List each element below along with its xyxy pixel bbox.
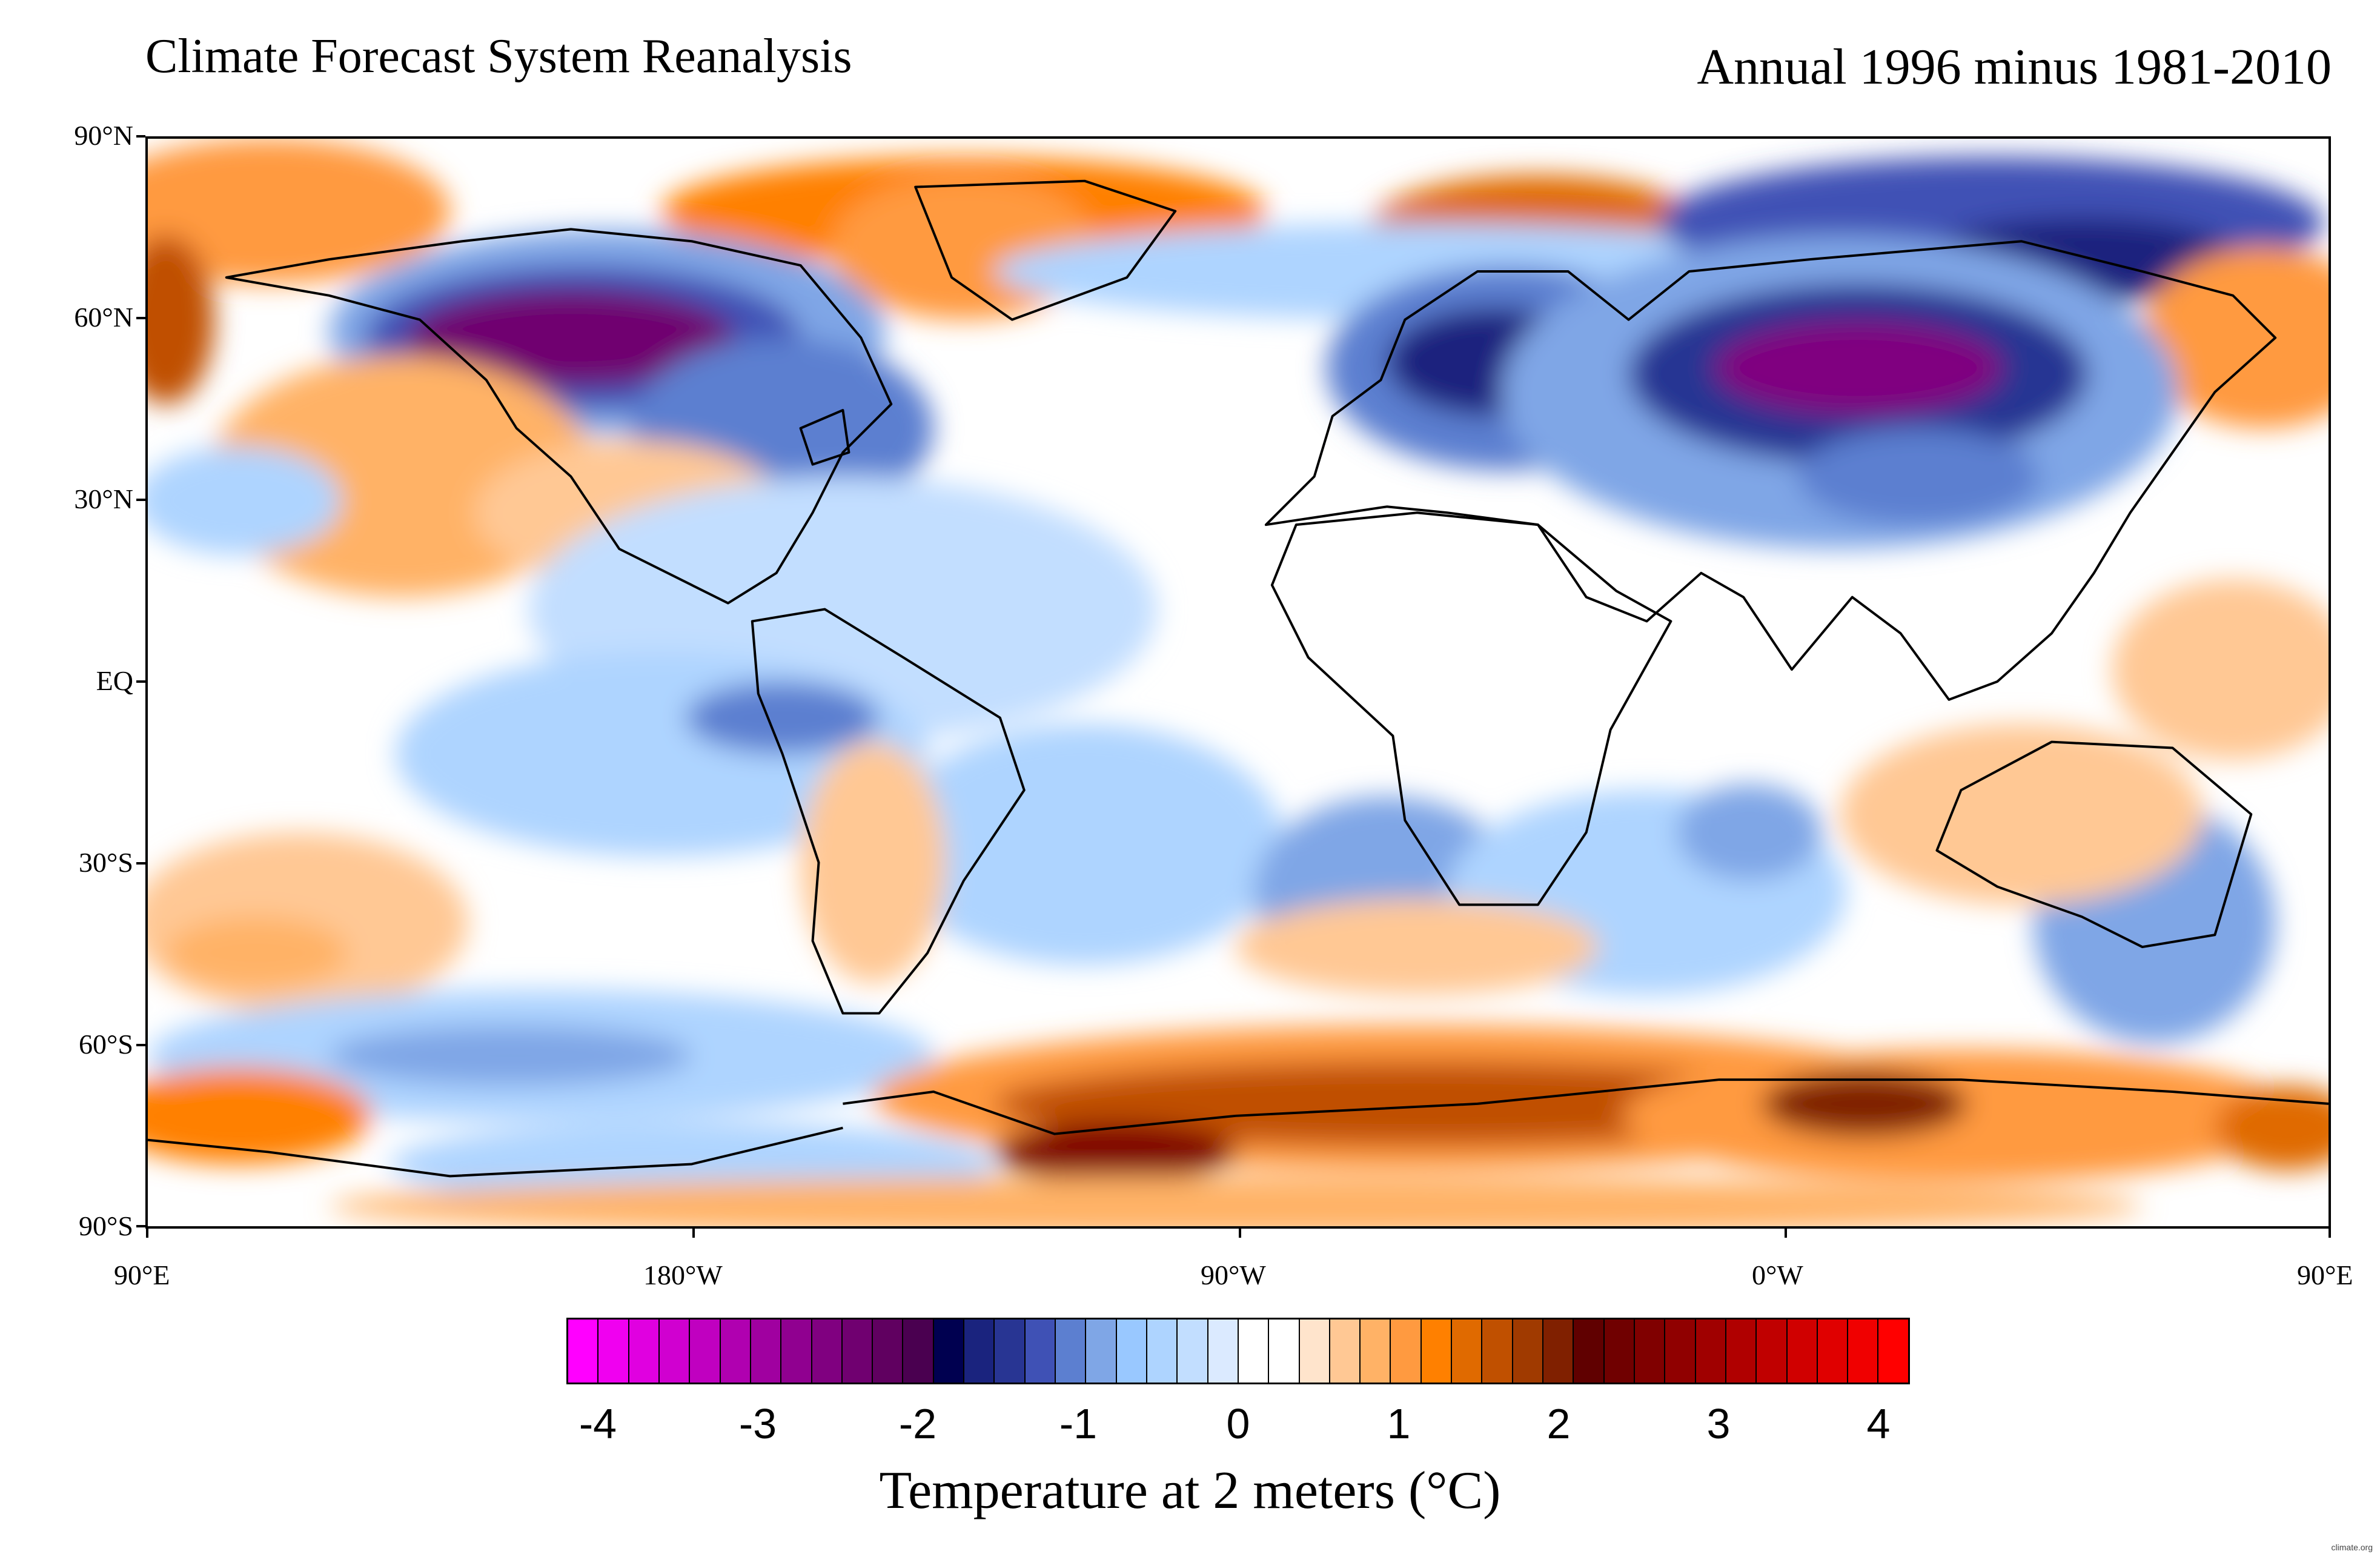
colorbar-swatch <box>1208 1320 1239 1383</box>
colorbar-swatch <box>933 1320 965 1383</box>
colorbar-swatch <box>1604 1320 1635 1383</box>
colorbar-swatch <box>1025 1320 1056 1383</box>
colorbar-swatch <box>659 1320 691 1383</box>
colorbar-swatch <box>1726 1320 1757 1383</box>
colorbar-swatch <box>1757 1320 1788 1383</box>
colorbar-swatch <box>1330 1320 1361 1383</box>
colorbar-swatch <box>1299 1320 1330 1383</box>
colorbar-tick-label: 0 <box>1226 1400 1250 1447</box>
map-period: Annual 1996 minus 1981-2010 <box>1697 39 2332 95</box>
lon-label-180w: 180°W <box>643 1260 723 1290</box>
colorbar-tick-label: -1 <box>1059 1400 1098 1447</box>
lat-label-60s: 60°S <box>79 1029 133 1060</box>
anomaly-map <box>145 136 2331 1229</box>
colorbar-swatch <box>629 1320 660 1383</box>
colorbar-swatch <box>1452 1320 1483 1383</box>
colorbar-swatch <box>964 1320 995 1383</box>
credit-text: climate.org <box>2331 1542 2373 1552</box>
lat-tick <box>136 1044 145 1046</box>
colorbar-swatch <box>1116 1320 1147 1383</box>
colorbar-swatch <box>1878 1320 1908 1383</box>
colorbar-swatch <box>842 1320 873 1383</box>
anomaly-field <box>148 139 2329 1226</box>
colorbar-swatch <box>720 1320 751 1383</box>
colorbar-swatch <box>1178 1320 1208 1383</box>
colorbar-swatch <box>1634 1320 1666 1383</box>
colorbar-swatch <box>995 1320 1026 1383</box>
colorbar-swatch <box>690 1320 721 1383</box>
colorbar-tick-label: -3 <box>738 1400 777 1447</box>
colorbar-tick-label: 4 <box>1866 1400 1891 1447</box>
colorbar <box>566 1318 1910 1384</box>
colorbar-swatch <box>781 1320 812 1383</box>
colorbar-swatch <box>568 1320 599 1383</box>
lon-tick <box>2329 1229 2331 1238</box>
colorbar-tick-label: 1 <box>1387 1400 1411 1447</box>
colorbar-swatch <box>1787 1320 1818 1383</box>
colorbar-swatch <box>1848 1320 1879 1383</box>
lon-tick <box>146 1229 148 1238</box>
lat-label-30n: 30°N <box>74 483 133 514</box>
map-title: Climate Forecast System Reanalysis <box>145 30 852 83</box>
colorbar-swatch <box>1482 1320 1513 1383</box>
lat-tick <box>136 499 145 501</box>
lat-tick <box>136 862 145 865</box>
colorbar-swatch <box>873 1320 904 1383</box>
colorbar-swatch <box>1391 1320 1422 1383</box>
colorbar-swatch <box>1574 1320 1605 1383</box>
colorbar-swatch <box>812 1320 843 1383</box>
colorbar-swatch <box>903 1320 934 1383</box>
colorbar-swatch <box>1086 1320 1117 1383</box>
colorbar-title: Temperature at 2 meters (°C) <box>879 1461 1501 1520</box>
lat-tick <box>136 680 145 683</box>
lat-tick <box>136 317 145 319</box>
lat-label-90s: 90°S <box>79 1210 133 1241</box>
lat-label-30s: 30°S <box>79 847 133 878</box>
lon-tick <box>692 1229 695 1238</box>
lon-label-90w: 90°W <box>1201 1260 1266 1290</box>
colorbar-swatch <box>598 1320 629 1383</box>
colorbar-tick-label: 2 <box>1546 1400 1571 1447</box>
colorbar-swatch <box>1421 1320 1453 1383</box>
lat-tick <box>136 135 145 138</box>
lon-label-90e-left: 90°E <box>114 1260 170 1290</box>
colorbar-swatch <box>1543 1320 1574 1383</box>
lon-tick <box>1785 1229 1787 1238</box>
colorbar-tick-label: -2 <box>898 1400 937 1447</box>
colorbar-swatch <box>1238 1320 1270 1383</box>
lat-tick <box>136 1225 145 1227</box>
colorbar-swatch <box>1269 1320 1300 1383</box>
lat-label-eq: EQ <box>96 665 133 696</box>
colorbar-tick-label: -4 <box>578 1400 617 1447</box>
colorbar-swatch <box>1361 1320 1391 1383</box>
lon-tick <box>1239 1229 1241 1238</box>
lat-label-60n: 60°N <box>74 302 133 333</box>
colorbar-swatch <box>1056 1320 1087 1383</box>
colorbar-swatch <box>751 1320 782 1383</box>
colorbar-swatch <box>1817 1320 1849 1383</box>
colorbar-swatch <box>1513 1320 1543 1383</box>
lon-label-90e-right: 90°E <box>2297 1260 2353 1290</box>
lat-label-90n: 90°N <box>74 120 133 151</box>
colorbar-swatch <box>1696 1320 1726 1383</box>
colorbar-swatch <box>1665 1320 1696 1383</box>
colorbar-swatch <box>1147 1320 1178 1383</box>
lon-label-0w: 0°W <box>1752 1260 1803 1290</box>
colorbar-tick-label: 3 <box>1706 1400 1731 1447</box>
